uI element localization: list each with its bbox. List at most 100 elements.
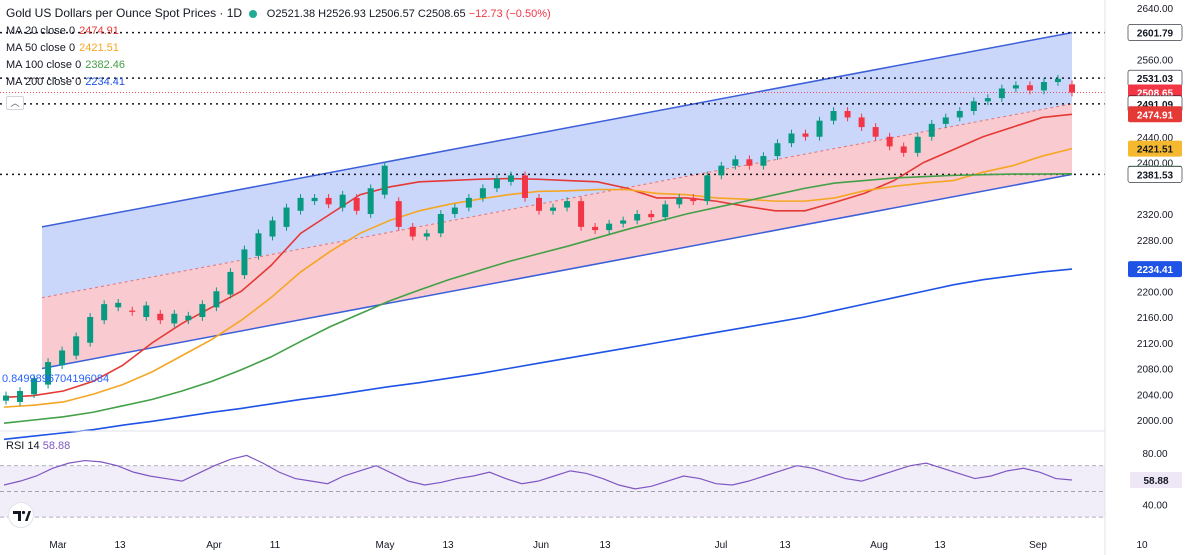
candle-body bbox=[325, 197, 332, 205]
candle-body bbox=[241, 249, 248, 276]
candle-body bbox=[451, 207, 458, 214]
time-tick-label: Sep bbox=[1029, 540, 1047, 551]
candle-body bbox=[816, 120, 823, 137]
rsi-axis-label: 40.00 bbox=[1142, 500, 1167, 511]
high-value: H2526.93 bbox=[318, 8, 366, 20]
time-tick-label: 11 bbox=[270, 540, 281, 551]
rsi-line bbox=[3, 454, 1073, 490]
tradingview-logo-icon[interactable] bbox=[8, 502, 34, 528]
indicator-ma200[interactable]: MA 200 close 0 2234.41 bbox=[6, 76, 125, 88]
candle-body bbox=[914, 136, 921, 153]
ma200-line bbox=[3, 268, 1073, 441]
time-tick-label: 13 bbox=[779, 540, 791, 551]
price-tag-label: 2601.79 bbox=[1137, 29, 1174, 40]
candle-body bbox=[732, 159, 739, 166]
price-tick-label: 2120.00 bbox=[1137, 339, 1174, 350]
price-tick-label: 2160.00 bbox=[1137, 313, 1174, 324]
time-tick-label: Mar bbox=[49, 540, 67, 551]
candle-body bbox=[998, 88, 1005, 99]
candle-body bbox=[704, 175, 711, 202]
candle-body bbox=[17, 391, 24, 402]
price-axis[interactable]: 2640.00 2560.00 2440.00 2400.00 2320.00 2280.… bbox=[1137, 4, 1174, 427]
candle-body bbox=[830, 111, 837, 121]
time-tick-label: Apr bbox=[206, 540, 222, 551]
candle-body bbox=[115, 302, 122, 308]
low-value: L2506.57 bbox=[368, 8, 415, 20]
indicator-label: MA 20 close 0 bbox=[6, 25, 76, 37]
candle-body bbox=[592, 226, 599, 231]
candles bbox=[3, 74, 1075, 406]
fib-level-label: 0.8499896704196084 bbox=[2, 373, 110, 385]
price-tag-bg bbox=[1128, 106, 1182, 123]
candle-body bbox=[283, 207, 290, 227]
candle-body bbox=[3, 395, 9, 401]
candle-body bbox=[185, 315, 192, 321]
candle-body bbox=[479, 188, 486, 198]
candle-body bbox=[297, 197, 304, 211]
candle-body bbox=[1054, 78, 1061, 83]
price-tag-label: 2381.53 bbox=[1137, 170, 1174, 181]
candle-body bbox=[227, 271, 234, 295]
rsi-value-tag-bg bbox=[1130, 472, 1182, 489]
ohlc-values: O2521.38 H2526.93 L2506.57 C2508.65 −12.… bbox=[267, 8, 551, 20]
candle-body bbox=[1012, 85, 1019, 89]
channel-upper-fill bbox=[42, 32, 1072, 298]
candle-body bbox=[521, 175, 528, 198]
time-tick-label: 13 bbox=[934, 540, 946, 551]
channel-mid-line bbox=[41, 103, 1073, 299]
candle-body bbox=[507, 175, 514, 182]
time-tick-label: Aug bbox=[870, 540, 888, 551]
candle-body bbox=[578, 201, 585, 227]
price-tag-label: 2234.41 bbox=[1137, 265, 1174, 276]
rsi-pane: 80.00 40.00 58.88 bbox=[0, 449, 1182, 518]
candle-body bbox=[465, 197, 472, 208]
indicator-ma20[interactable]: MA 20 close 0 2474.91 bbox=[6, 25, 119, 37]
candle-body bbox=[437, 214, 444, 234]
indicator-value: 2421.51 bbox=[79, 42, 119, 54]
market-status-icon bbox=[249, 9, 258, 18]
candle-body bbox=[1069, 84, 1075, 93]
indicator-ma100[interactable]: MA 100 close 0 2382.46 bbox=[6, 59, 125, 71]
candle-body bbox=[409, 226, 416, 237]
candle-body bbox=[143, 305, 150, 317]
candle-body bbox=[802, 133, 809, 137]
price-tag-label: 2491.09 bbox=[1137, 100, 1174, 111]
candle-body bbox=[620, 220, 627, 224]
price-tag-label: 2531.03 bbox=[1137, 74, 1174, 85]
candle-body bbox=[662, 204, 669, 218]
collapse-indicators-button[interactable]: ︿ bbox=[6, 96, 24, 110]
rsi-axis-label: 80.00 bbox=[1142, 449, 1167, 460]
indicator-ma50[interactable]: MA 50 close 0 2421.51 bbox=[6, 42, 119, 54]
time-tick-label: Jun bbox=[533, 540, 549, 551]
candle-body bbox=[199, 304, 206, 317]
candle-body bbox=[1026, 85, 1033, 91]
rsi-value-tag: 58.88 bbox=[1143, 476, 1168, 487]
candle-body bbox=[942, 117, 949, 124]
candle-body bbox=[367, 188, 374, 214]
candle-body bbox=[1040, 82, 1047, 91]
candle-body bbox=[900, 146, 907, 153]
price-tick-label: 2080.00 bbox=[1137, 365, 1174, 376]
moving-averages bbox=[3, 113, 1073, 441]
change-value: −12.73 (−0.50%) bbox=[468, 8, 551, 20]
rsi-legend[interactable]: RSI 14 58.88 bbox=[6, 440, 70, 452]
candle-body bbox=[956, 111, 963, 118]
price-tag-bg bbox=[1127, 166, 1183, 183]
channel-upper-line bbox=[41, 31, 1073, 228]
candle-body bbox=[493, 178, 500, 189]
candle-body bbox=[746, 159, 753, 166]
channel-lower-fill bbox=[42, 103, 1072, 369]
candle-body bbox=[381, 165, 388, 195]
price-tick-label: 2040.00 bbox=[1137, 390, 1174, 401]
price-tick-label: 2200.00 bbox=[1137, 287, 1174, 298]
rsi-label: RSI 14 bbox=[6, 440, 40, 452]
time-axis[interactable]: Mar 13 Apr 11 May 13 Jun 13 Jul 13 Aug 13 Sep 10 bbox=[49, 540, 1148, 551]
candle-body bbox=[73, 336, 80, 356]
candle-body bbox=[858, 117, 865, 128]
candle-body bbox=[87, 317, 94, 343]
candle-body bbox=[59, 350, 66, 366]
price-tag-bg bbox=[1128, 261, 1182, 278]
candle-body bbox=[45, 362, 52, 385]
